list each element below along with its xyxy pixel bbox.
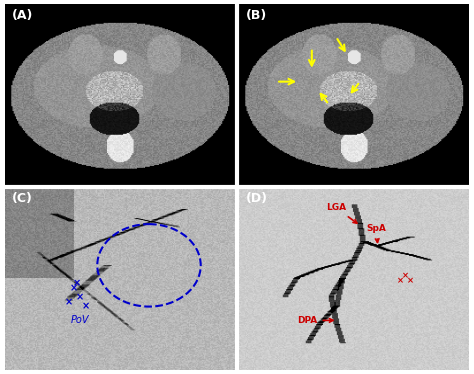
Text: ×: × bbox=[402, 271, 409, 280]
Text: SpA: SpA bbox=[366, 224, 386, 242]
Text: (D): (D) bbox=[246, 193, 268, 205]
Text: ×: × bbox=[397, 276, 404, 285]
Text: ×: × bbox=[407, 276, 413, 285]
Text: (B): (B) bbox=[246, 9, 267, 22]
Text: ×: × bbox=[70, 283, 78, 293]
Text: (A): (A) bbox=[12, 9, 33, 22]
Text: ×: × bbox=[76, 292, 84, 303]
Text: ×: × bbox=[73, 279, 81, 289]
Text: LGA: LGA bbox=[326, 203, 357, 223]
Text: ×: × bbox=[64, 297, 73, 307]
Text: (C): (C) bbox=[12, 193, 33, 205]
Text: ×: × bbox=[82, 301, 90, 312]
Text: DPA: DPA bbox=[297, 316, 333, 325]
Text: PoV: PoV bbox=[71, 315, 89, 325]
